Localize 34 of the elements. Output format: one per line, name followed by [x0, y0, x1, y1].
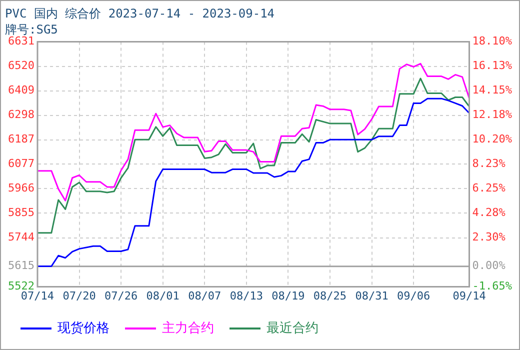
- y-tick-label: 5966: [8, 182, 34, 195]
- y2-tick-label: 6.25%: [472, 182, 506, 195]
- y2-tick-label: 12.18%: [472, 108, 512, 122]
- x-tick-label: 09/06: [396, 289, 430, 302]
- y2-tick-label: 0.00%: [472, 259, 506, 272]
- x-tick-label: 08/19: [272, 289, 305, 302]
- y-tick-label: 6409: [8, 84, 34, 97]
- legend-label: 主力合约: [162, 320, 214, 336]
- x-tick-label: 08/07: [188, 289, 222, 302]
- y-tick-label: 5744: [8, 230, 35, 244]
- x-tick-label: 08/01: [146, 289, 180, 302]
- x-tick-label: 07/20: [62, 289, 96, 302]
- y-tick-label: 6520: [8, 59, 34, 72]
- y-tick-label: 6077: [8, 157, 34, 170]
- y-tick-label: 5615: [8, 259, 34, 272]
- chart-title: PVC 国内 综合价 2023-07-14 - 2023-09-14: [5, 6, 275, 20]
- y-tick-label: 6631: [8, 34, 34, 48]
- x-tick-label: 08/13: [230, 289, 263, 302]
- y2-tick-label: 2.30%: [472, 230, 506, 244]
- legend-label: 最近合约: [266, 320, 318, 336]
- y-tick-label: 5855: [8, 206, 34, 220]
- y2-tick-label: 14.15%: [472, 84, 512, 97]
- y-tick-label: 6187: [8, 132, 34, 146]
- x-tick-label: 08/25: [313, 289, 347, 302]
- legend-label: 现货价格: [58, 320, 110, 336]
- x-tick-label: 08/31: [355, 289, 388, 302]
- y2-tick-label: 18.10%: [472, 34, 512, 48]
- y2-tick-label: 4.28%: [472, 206, 506, 220]
- chart-subtitle: 牌号:SG5: [5, 22, 58, 37]
- y2-tick-label: 10.20%: [472, 132, 512, 146]
- x-tick-label: 07/26: [104, 289, 138, 302]
- y2-tick-label: 16.13%: [472, 59, 512, 72]
- y2-tick-label: 8.23%: [472, 157, 506, 170]
- y-tick-label: 6298: [8, 108, 34, 122]
